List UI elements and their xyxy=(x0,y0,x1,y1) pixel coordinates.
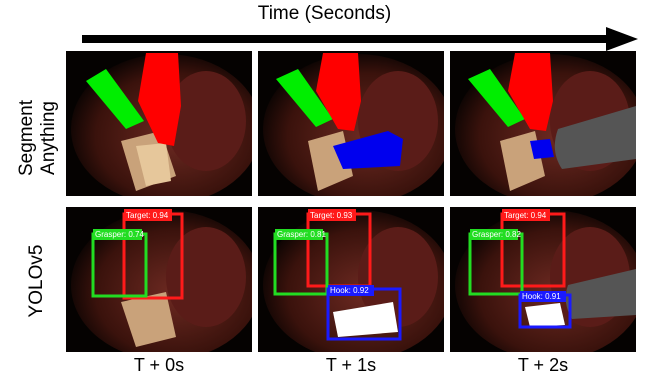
yolo-frame-t1: Target: 0.93 Grasper: 0.81 Hook: 0.92 xyxy=(258,207,444,352)
target-mask xyxy=(508,53,553,131)
hook-instrument xyxy=(554,106,636,169)
yolo-hook-label: Hook: 0.92 xyxy=(330,286,369,295)
time-axis-title: Time (Seconds) xyxy=(257,3,392,24)
time-label-t1: T + 1s xyxy=(325,355,377,375)
time-label-t2: T + 2s xyxy=(517,355,569,375)
sam-frame-t0 xyxy=(66,51,252,196)
row-label-line1: Segment xyxy=(16,99,37,177)
grasper-mask xyxy=(86,69,144,129)
yolo-grasper-label: Grasper: 0.82 xyxy=(472,230,521,239)
yolo-hook-label: Hook: 0.91 xyxy=(522,292,561,301)
grasper-mask xyxy=(276,69,333,127)
yolo-frame-t2: Target: 0.94 Grasper: 0.82 Hook: 0.91 xyxy=(450,207,636,352)
yolo-target-label: Target: 0.94 xyxy=(126,211,169,220)
sam-frame-t2 xyxy=(450,51,636,196)
yolo-target-label: Target: 0.94 xyxy=(504,211,547,220)
yolo-grasper-label: Grasper: 0.81 xyxy=(277,230,326,239)
hook-mask xyxy=(530,139,554,159)
row-label-segment-anything: Segment Anything xyxy=(16,90,60,186)
row-label-yolov5: YOLOv5 xyxy=(26,241,48,321)
sam-frame-t1 xyxy=(258,51,444,196)
yolo-target-label: Target: 0.93 xyxy=(310,211,353,220)
target-mask xyxy=(138,53,181,146)
target-mask xyxy=(316,53,361,131)
grasper-mask xyxy=(468,69,525,127)
yolo-frame-t0: Target: 0.94 Grasper: 0.74 xyxy=(66,207,252,352)
yolo-grasper-label: Grasper: 0.74 xyxy=(95,230,144,239)
row-label-yolo: YOLOv5 xyxy=(26,244,47,318)
time-label-t0: T + 0s xyxy=(133,355,185,375)
time-arrow-icon xyxy=(82,27,638,51)
hook-mask xyxy=(333,131,403,169)
row-label-line2: Anything xyxy=(38,101,59,175)
